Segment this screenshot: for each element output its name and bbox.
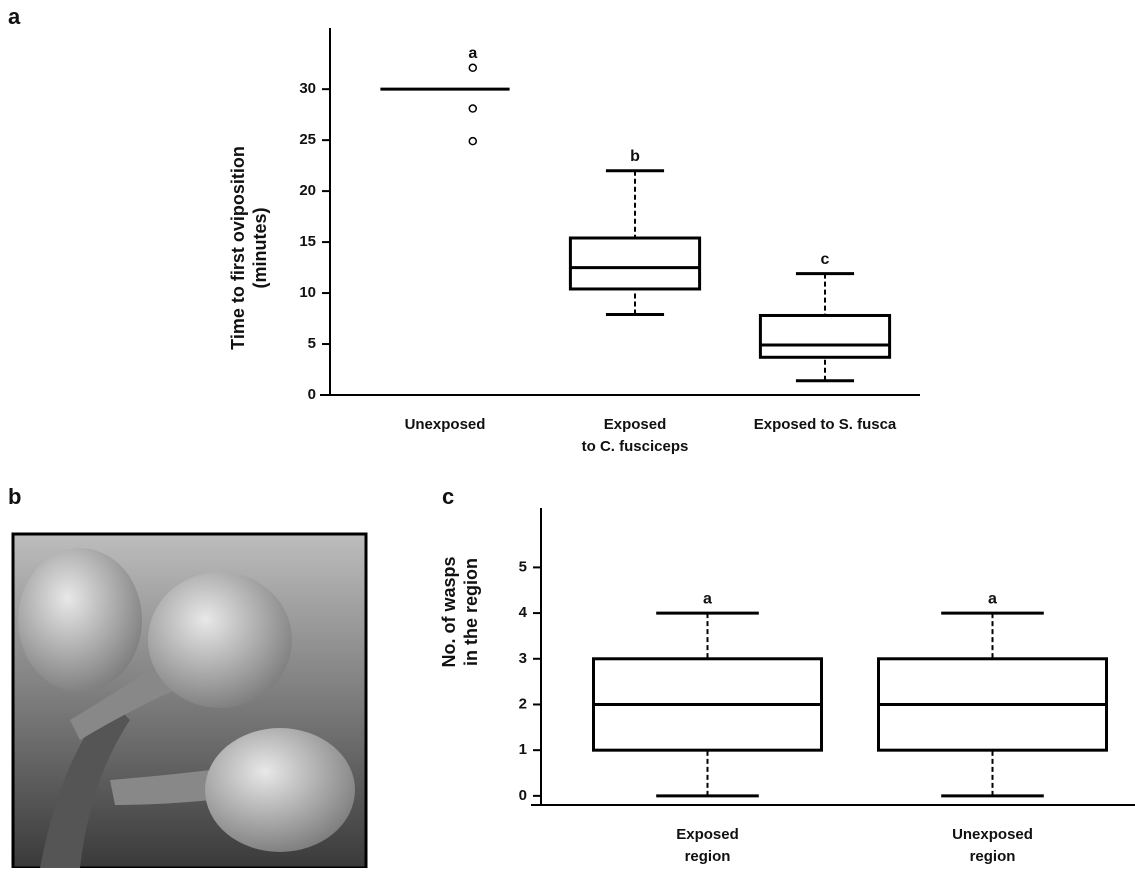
box: [758, 313, 892, 359]
y-tick-label: 25: [299, 131, 316, 148]
y-tick-label: 30: [299, 80, 316, 97]
y-tick-label: 5: [519, 558, 527, 575]
outlier: [468, 136, 478, 146]
x-tick-label: Exposed: [676, 826, 739, 843]
x-tick-label: Unexposed: [952, 826, 1033, 843]
x-tick-label: Exposed: [604, 416, 667, 433]
outlier: [468, 104, 478, 113]
y-tick-label: 2: [519, 695, 527, 712]
x-tick-label: Unexposed: [405, 416, 486, 433]
panel-label: a: [8, 4, 21, 29]
y-tick-label: 15: [299, 233, 316, 250]
y-axis-label: No. of wasps: [439, 556, 459, 667]
y-tick-label: 3: [519, 650, 527, 667]
y-axis-label: (minutes): [250, 207, 270, 288]
x-tick-label: region: [970, 848, 1016, 865]
group-letter: a: [988, 590, 997, 607]
y-tick-label: 20: [299, 182, 316, 199]
x-tick-label: Exposed to S. fusca: [754, 416, 897, 433]
y-tick-label: 5: [308, 335, 316, 352]
group-letter: a: [703, 590, 712, 607]
y-tick-label: 1: [519, 741, 527, 758]
y-tick-label: 4: [519, 604, 528, 621]
panel-label: b: [8, 484, 21, 509]
x-tick-label: to C. fusciceps: [582, 438, 689, 455]
x-tick-label: region: [685, 848, 731, 865]
box: [568, 236, 702, 291]
y-tick-label: 0: [308, 386, 316, 403]
y-tick-label: 0: [519, 787, 527, 804]
group-letter: a: [468, 45, 477, 62]
y-axis-label: Time to first oviposition: [228, 146, 248, 350]
outlier: [468, 63, 478, 73]
photo: [11, 532, 368, 870]
group-letter: b: [630, 148, 640, 165]
group-letter: c: [821, 251, 830, 268]
y-tick-label: 10: [299, 284, 316, 301]
y-axis-label: in the region: [461, 558, 481, 666]
panel-label: c: [442, 484, 454, 509]
